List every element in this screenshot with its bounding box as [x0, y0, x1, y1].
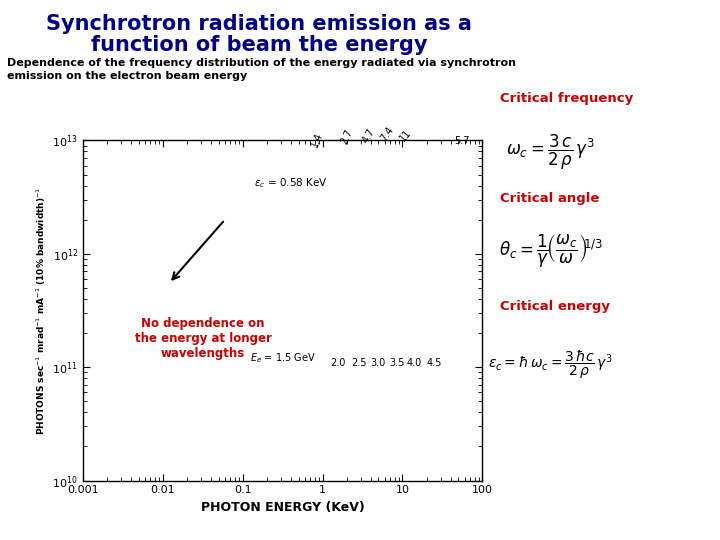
- Text: 11: 11: [398, 127, 413, 143]
- Text: $\omega_c = \dfrac{3\,c}{2\,\rho}\,\gamma^3$: $\omega_c = \dfrac{3\,c}{2\,\rho}\,\gamm…: [506, 132, 595, 172]
- X-axis label: PHOTON ENERGY (KeV): PHOTON ENERGY (KeV): [201, 501, 364, 514]
- Text: 2.7: 2.7: [339, 127, 354, 146]
- Text: $E_e$ = 1.5 GeV: $E_e$ = 1.5 GeV: [250, 352, 316, 365]
- Y-axis label: PHOTONS sec$^{-1}$ mrad$^{-1}$ mA$^{-1}$ (10% bandwidth)$^{-1}$: PHOTONS sec$^{-1}$ mrad$^{-1}$ mA$^{-1}$…: [35, 186, 48, 435]
- Text: 4.7: 4.7: [361, 126, 377, 145]
- Text: 3.0: 3.0: [371, 357, 386, 368]
- Text: 2.5: 2.5: [351, 357, 366, 368]
- Text: $\varepsilon_c$ = 0.58 KeV: $\varepsilon_c$ = 0.58 KeV: [254, 176, 328, 190]
- Text: Synchrotron radiation emission as a: Synchrotron radiation emission as a: [46, 14, 472, 33]
- Text: Dependence of the frequency distribution of the energy radiated via synchrotron: Dependence of the frequency distribution…: [7, 58, 516, 68]
- Text: 4.0: 4.0: [407, 357, 422, 368]
- Text: 3.5: 3.5: [389, 357, 405, 368]
- Text: 1.4: 1.4: [310, 131, 325, 149]
- Text: 7.4: 7.4: [379, 125, 396, 144]
- Text: Critical energy: Critical energy: [500, 300, 611, 313]
- Text: 4.5: 4.5: [426, 357, 442, 368]
- Text: emission on the electron beam energy: emission on the electron beam energy: [7, 71, 248, 82]
- Text: Critical frequency: Critical frequency: [500, 92, 634, 105]
- Text: $\varepsilon_c = \hbar\,\omega_c = \dfrac{3\,\hbar c}{2\,\rho}\,\gamma^3$: $\varepsilon_c = \hbar\,\omega_c = \dfra…: [488, 348, 613, 381]
- Text: $\theta_c = \dfrac{1}{\gamma}\!\left(\dfrac{\omega_c}{\omega}\right)^{\!\!1/3}$: $\theta_c = \dfrac{1}{\gamma}\!\left(\df…: [499, 232, 603, 269]
- Text: 5.7: 5.7: [454, 136, 469, 146]
- Text: No dependence on
the energy at longer
wavelengths: No dependence on the energy at longer wa…: [135, 317, 271, 360]
- Text: 2.0: 2.0: [330, 357, 346, 368]
- Text: Critical angle: Critical angle: [500, 192, 600, 205]
- Text: function of beam the energy: function of beam the energy: [91, 35, 428, 55]
